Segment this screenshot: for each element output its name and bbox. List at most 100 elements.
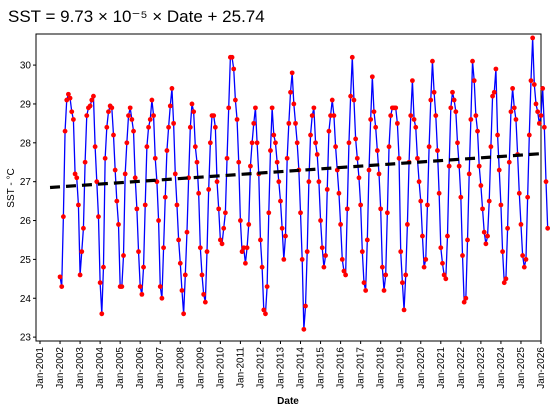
sst-data-point xyxy=(450,89,455,95)
sst-data-point xyxy=(338,222,343,227)
sst-data-point xyxy=(284,155,290,161)
sst-data-point xyxy=(490,93,495,99)
sst-data-point xyxy=(361,280,367,286)
sst-data-point xyxy=(91,93,96,99)
sst-data-point xyxy=(541,124,547,130)
sst-data-point xyxy=(328,113,333,119)
sst-data-point xyxy=(66,91,71,97)
sst-data-point xyxy=(248,163,253,169)
sst-data-point xyxy=(319,245,325,251)
sst-data-point xyxy=(263,311,268,317)
sst-data-point xyxy=(410,78,415,84)
sst-data-point xyxy=(366,167,372,173)
sst-data-point xyxy=(384,210,390,216)
x-tick-label: Jan-2011 xyxy=(235,347,246,388)
sst-data-point xyxy=(112,167,118,173)
sst-data-point xyxy=(184,229,190,235)
y-tick-label: 28 xyxy=(20,138,32,149)
sst-data-point xyxy=(456,163,462,169)
sst-data-point xyxy=(226,105,232,111)
sst-data-point xyxy=(378,206,384,212)
sst-data-point xyxy=(516,190,522,196)
sst-data-point xyxy=(253,105,258,111)
sst-data-point xyxy=(111,132,116,138)
sst-data-point xyxy=(306,179,312,185)
sst-data-point xyxy=(323,253,328,258)
sst-data-point xyxy=(216,206,222,212)
sst-data-point xyxy=(540,86,546,91)
sst-data-point xyxy=(435,148,440,153)
sst-data-point xyxy=(463,295,469,301)
x-tick-label: Jan-2013 xyxy=(275,347,286,389)
sst-data-point xyxy=(508,109,514,115)
sst-data-point xyxy=(461,299,467,305)
sst-data-point xyxy=(212,124,218,130)
x-tick-label: Jan-2004 xyxy=(95,347,106,389)
sst-data-point xyxy=(289,70,295,76)
sst-data-point xyxy=(376,171,382,177)
sst-data-point xyxy=(124,140,130,146)
sst-data-point xyxy=(207,140,213,146)
sst-data-point xyxy=(500,249,505,255)
sst-data-point xyxy=(291,101,297,107)
x-tick-label: Jan-2008 xyxy=(175,347,186,389)
sst-data-point xyxy=(448,105,454,111)
sst-data-point xyxy=(177,260,183,266)
sst-data-point xyxy=(468,117,474,122)
sst-data-point xyxy=(129,117,135,122)
sst-data-point xyxy=(399,280,405,286)
plot-area-frame xyxy=(35,33,542,342)
sst-data-point xyxy=(321,264,327,270)
sst-data-point xyxy=(491,89,497,95)
sst-data-point xyxy=(354,155,360,161)
sst-data-point xyxy=(525,194,531,200)
sst-data-point xyxy=(157,284,163,289)
x-tick-label: Jan-2003 xyxy=(75,347,86,389)
sst-data-point xyxy=(181,311,187,317)
sst-data-point xyxy=(478,183,484,188)
sst-data-point xyxy=(294,140,300,146)
sst-data-point xyxy=(273,140,278,146)
y-tick-label: 26 xyxy=(20,216,32,227)
sst-data-point xyxy=(416,179,422,185)
sst-data-point xyxy=(425,202,430,208)
y-tick-label: 25 xyxy=(20,255,32,266)
sst-data-point xyxy=(167,103,173,109)
sst-data-point xyxy=(162,194,168,200)
sst-data-point xyxy=(254,140,260,146)
sst-data-point xyxy=(171,120,177,126)
sst-data-point xyxy=(308,132,313,138)
sst-data-point xyxy=(243,260,248,266)
sst-data-point xyxy=(293,120,298,126)
sst-data-point xyxy=(232,97,238,103)
x-tick-label: Jan-2006 xyxy=(135,347,146,389)
sst-data-point xyxy=(493,66,499,72)
sst-data-point xyxy=(316,179,322,185)
sst-data-point xyxy=(286,120,292,126)
sst-data-point xyxy=(241,245,247,251)
chart-title: SST = 9.73 × 10⁻⁵ × Date + 25.74 xyxy=(8,7,265,26)
x-tick-label: Jan-2002 xyxy=(55,347,66,389)
sst-data-point xyxy=(96,214,101,220)
sst-data-point xyxy=(374,148,380,153)
sst-data-point xyxy=(261,307,267,313)
sst-data-point xyxy=(518,222,524,227)
sst-data-point xyxy=(137,284,143,289)
sst-data-point xyxy=(149,97,155,103)
y-tick-label: 24 xyxy=(20,294,32,305)
sst-data-point xyxy=(303,303,308,309)
sst-data-point xyxy=(381,288,387,293)
sst-data-point xyxy=(475,128,480,134)
sst-data-point xyxy=(89,97,95,103)
sst-data-point xyxy=(276,179,282,185)
sst-data-point xyxy=(351,97,357,103)
sst-data-point xyxy=(418,198,424,204)
sst-data-point xyxy=(281,256,287,262)
sst-data-point xyxy=(299,256,305,262)
sst-data-point xyxy=(219,241,225,247)
sst-data-point xyxy=(74,175,80,181)
sst-data-point xyxy=(121,253,126,258)
sst-data-point xyxy=(106,109,111,115)
x-tick-label: Jan-2023 xyxy=(476,347,487,389)
sst-data-point xyxy=(144,144,150,150)
